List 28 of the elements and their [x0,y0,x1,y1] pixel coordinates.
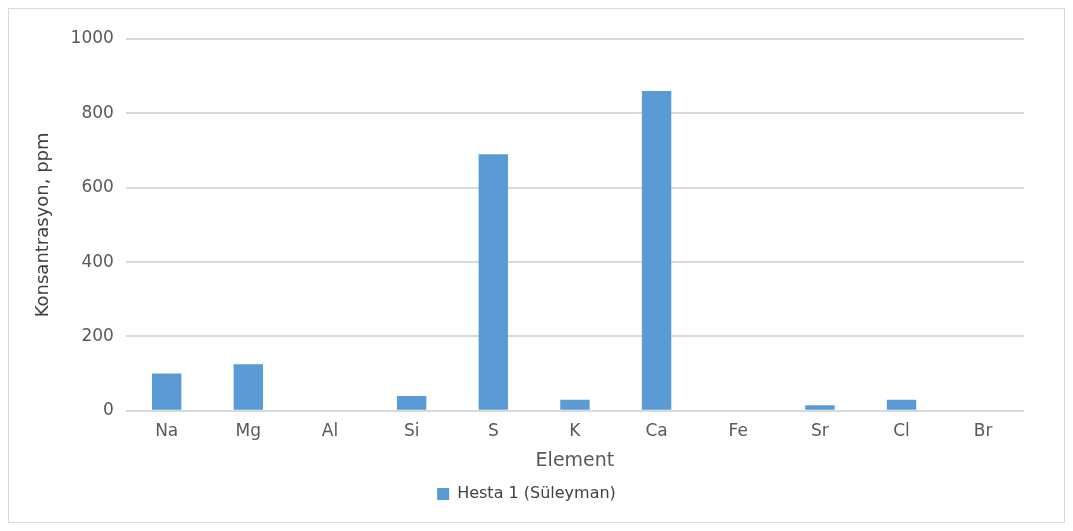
bar [641,91,672,410]
x-tick-label: Cl [893,420,910,441]
x-tick-label: Si [403,420,420,441]
bar [151,373,182,410]
x-axis-title: Element [535,447,615,470]
bar [478,154,508,410]
x-tick-label: S [487,420,499,441]
x-tick-label: Sr [810,420,829,441]
y-tick-label: 800 [81,101,114,122]
y-axis-title: Konsantrasyon, ppm [31,132,53,318]
legend-label: Hesta 1 (Süleyman) [457,483,616,503]
x-tick-label: Ca [645,420,668,441]
x-tick-label: Br [973,420,993,441]
y-tick-label: 600 [81,176,114,197]
bar [233,364,264,410]
x-tick-label: Al [321,420,339,441]
y-tick-label: 200 [81,324,114,345]
y-tick-label: 0 [103,399,114,420]
bar [886,399,917,410]
x-tick-label: Fe [728,420,748,441]
bar [560,399,590,410]
y-tick-label: 1000 [70,27,114,48]
x-tick-label: Na [155,420,179,441]
bar [805,405,835,410]
x-tick-label: K [569,420,582,441]
y-tick-label: 400 [81,250,114,271]
x-tick-label: Mg [235,420,262,441]
bar [396,395,427,410]
